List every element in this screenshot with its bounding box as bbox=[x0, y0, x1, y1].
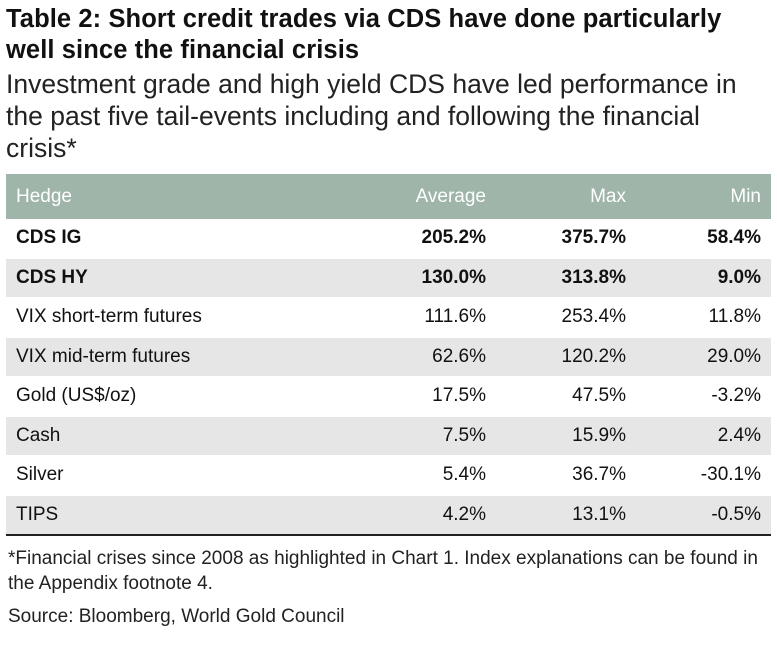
cell-min: 9.0% bbox=[636, 258, 771, 298]
cell-max: 375.7% bbox=[496, 219, 636, 259]
hedge-performance-table: Hedge Average Max Min CDS IG 205.2% 375.… bbox=[6, 174, 771, 536]
cell-min: 11.8% bbox=[636, 297, 771, 338]
cell-hedge: Gold (US$/oz) bbox=[6, 376, 341, 417]
cell-max: 36.7% bbox=[496, 455, 636, 496]
cell-max: 15.9% bbox=[496, 416, 636, 456]
table-subtitle: Investment grade and high yield CDS have… bbox=[6, 69, 737, 163]
cell-average: 205.2% bbox=[341, 219, 496, 259]
cell-average: 17.5% bbox=[341, 376, 496, 417]
cell-hedge: TIPS bbox=[6, 495, 341, 536]
table-row: TIPS 4.2% 13.1% -0.5% bbox=[6, 495, 771, 536]
table-row: CDS IG 205.2% 375.7% 58.4% bbox=[6, 219, 771, 259]
cell-hedge: CDS IG bbox=[6, 219, 341, 259]
table-source: Source: Bloomberg, World Gold Council bbox=[8, 606, 345, 627]
table-row: Cash 7.5% 15.9% 2.4% bbox=[6, 416, 771, 456]
cell-min: 2.4% bbox=[636, 416, 771, 456]
header-average: Average bbox=[415, 185, 486, 207]
cell-min: -3.2% bbox=[636, 376, 771, 417]
cell-max: 313.8% bbox=[496, 258, 636, 298]
cell-average: 5.4% bbox=[341, 455, 496, 496]
cell-average: 62.6% bbox=[341, 337, 496, 377]
table-row: Gold (US$/oz) 17.5% 47.5% -3.2% bbox=[6, 376, 771, 417]
cell-max: 253.4% bbox=[496, 297, 636, 338]
table-row: CDS HY 130.0% 313.8% 9.0% bbox=[6, 258, 771, 298]
cell-average: 4.2% bbox=[341, 495, 496, 536]
table-title: Table 2: Short credit trades via CDS hav… bbox=[6, 5, 722, 64]
cell-max: 47.5% bbox=[496, 376, 636, 417]
cell-hedge: Silver bbox=[6, 455, 341, 496]
cell-min: 58.4% bbox=[636, 219, 771, 259]
header-max: Max bbox=[590, 185, 626, 207]
table-row: VIX short-term futures 111.6% 253.4% 11.… bbox=[6, 297, 771, 338]
cell-min: -30.1% bbox=[636, 455, 771, 496]
cell-average: 111.6% bbox=[341, 297, 496, 338]
cell-hedge: Cash bbox=[6, 416, 341, 456]
cell-max: 13.1% bbox=[496, 495, 636, 536]
cell-min: -0.5% bbox=[636, 495, 771, 536]
cell-hedge: VIX mid-term futures bbox=[6, 337, 341, 377]
cell-average: 7.5% bbox=[341, 416, 496, 456]
header-hedge: Hedge bbox=[16, 185, 72, 207]
table-footnote: *Financial crises since 2008 as highligh… bbox=[8, 548, 758, 594]
cell-min: 29.0% bbox=[636, 337, 771, 377]
table-row: VIX mid-term futures 62.6% 120.2% 29.0% bbox=[6, 337, 771, 377]
cell-average: 130.0% bbox=[341, 258, 496, 298]
table-header-row: Hedge Average Max Min bbox=[6, 174, 771, 219]
cell-hedge: VIX short-term futures bbox=[6, 297, 341, 338]
cell-hedge: CDS HY bbox=[6, 258, 341, 298]
table-row: Silver 5.4% 36.7% -30.1% bbox=[6, 455, 771, 496]
cell-max: 120.2% bbox=[496, 337, 636, 377]
header-min: Min bbox=[730, 185, 761, 207]
